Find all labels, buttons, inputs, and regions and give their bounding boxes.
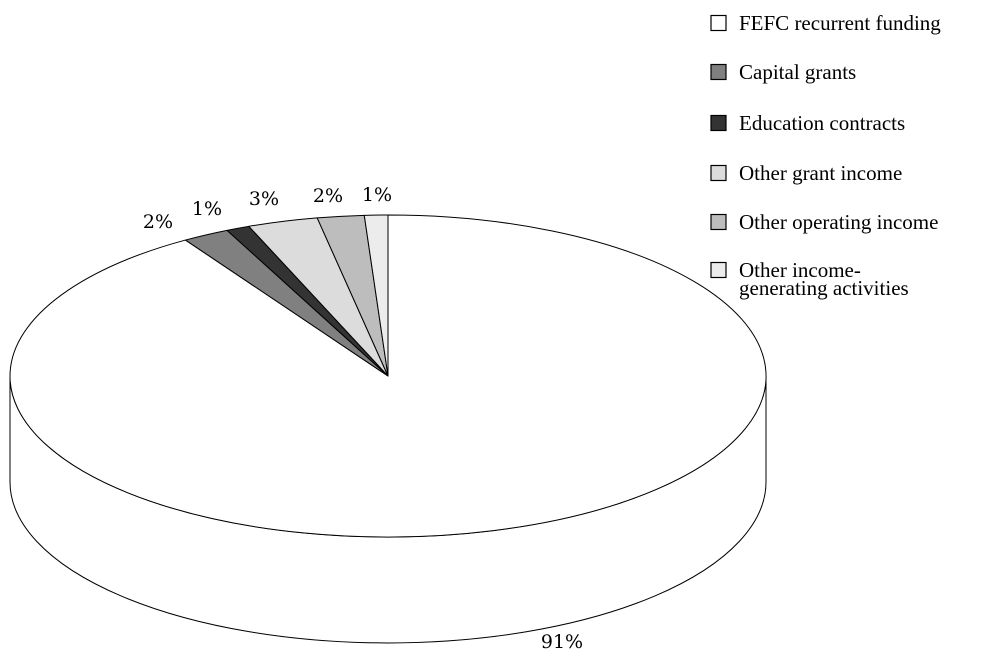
slice-label-fefc-recurrent-funding: 91% xyxy=(541,631,583,653)
legend-item-fefc-recurrent-funding: FEFC recurrent funding xyxy=(710,11,941,35)
legend-swatch xyxy=(710,14,727,32)
legend-swatch xyxy=(710,63,727,81)
legend-label: FEFC recurrent funding xyxy=(739,11,941,35)
legend-swatch xyxy=(710,213,727,231)
legend-label: Other operating income xyxy=(739,210,938,234)
slice-label-other-grant-income: 3% xyxy=(249,188,279,210)
legend: FEFC recurrent funding Capital grants Educ… xyxy=(710,11,941,300)
legend-label: Education contracts xyxy=(739,111,905,135)
pie-slice-other-income-generating-activities xyxy=(363,214,389,377)
legend-swatch xyxy=(710,114,727,132)
legend-label: Capital grants xyxy=(739,60,856,84)
legend-item-education-contracts: Education contracts xyxy=(710,111,905,135)
legend-item-other-income-generating-activities: Other income-generating activities xyxy=(710,258,909,300)
pie-group xyxy=(9,214,767,644)
slice-label-capital-grants: 2% xyxy=(143,211,173,233)
slice-label-education-contracts: 1% xyxy=(192,198,222,220)
slice-label-other-income-generating-activities: 1% xyxy=(362,184,392,206)
legend-swatch xyxy=(710,261,727,279)
legend-item-other-operating-income: Other operating income xyxy=(710,210,938,234)
slice-label-other-operating-income: 2% xyxy=(313,185,343,207)
legend-label: Other grant income xyxy=(739,161,902,185)
legend-label: Other income-generating activities xyxy=(739,258,909,300)
slice-labels: 91% 2% 1% 3% 2% 1% xyxy=(143,184,583,653)
legend-swatch xyxy=(710,164,727,182)
legend-item-other-grant-income: Other grant income xyxy=(710,161,902,185)
legend-item-capital-grants: Capital grants xyxy=(710,60,856,84)
